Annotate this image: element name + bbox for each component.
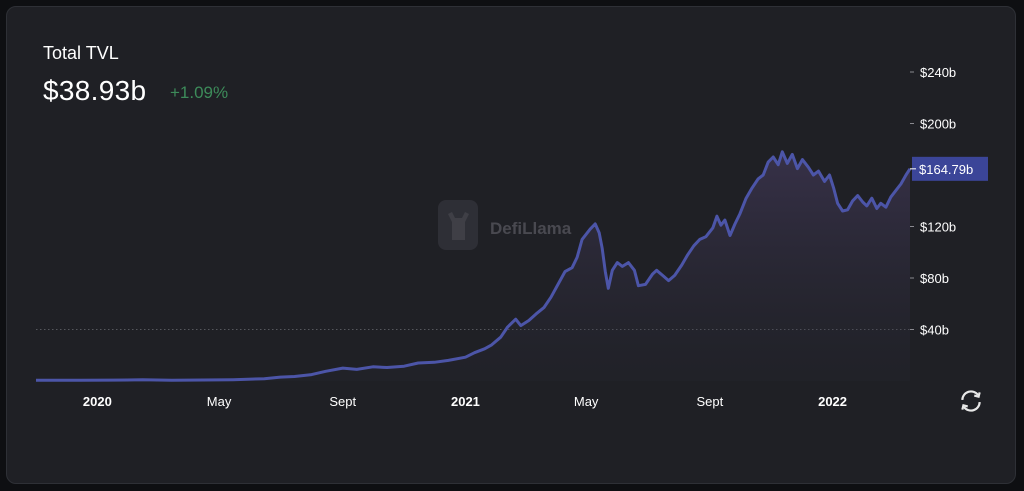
llama-icon bbox=[448, 212, 469, 240]
x-tick-label: 2022 bbox=[818, 394, 847, 409]
x-tick-label: May bbox=[574, 394, 599, 409]
x-axis: 2020 May Sept 2021 May Sept 2022 bbox=[83, 394, 847, 409]
x-tick-label: May bbox=[207, 394, 232, 409]
y-tick-label: $240b bbox=[920, 65, 956, 80]
y-tick-label: $40b bbox=[920, 323, 949, 338]
x-tick-label: Sept bbox=[329, 394, 356, 409]
x-tick-label: 2020 bbox=[83, 394, 112, 409]
y-axis: $240b $200b $120b $80b $40b $164.79b bbox=[910, 65, 988, 338]
refresh-icon[interactable] bbox=[958, 388, 984, 414]
plot-area bbox=[36, 150, 912, 382]
y-tick-label: $120b bbox=[920, 220, 956, 235]
tvl-change: +1.09% bbox=[170, 83, 229, 102]
y-tick-label: $200b bbox=[920, 117, 956, 132]
x-tick-label: Sept bbox=[696, 394, 723, 409]
watermark-text: DefiLlama bbox=[490, 219, 572, 238]
y-tick-label: $80b bbox=[920, 271, 949, 286]
current-value-badge bbox=[912, 156, 988, 181]
tvl-area bbox=[36, 151, 910, 381]
x-tick-label: 2021 bbox=[451, 394, 480, 409]
current-value-label: $164.79b bbox=[919, 162, 973, 177]
tvl-line bbox=[36, 150, 912, 382]
chart-title: Total TVL bbox=[43, 43, 119, 63]
tvl-value: $38.93b bbox=[43, 75, 147, 106]
watermark: DefiLlama bbox=[438, 200, 572, 250]
